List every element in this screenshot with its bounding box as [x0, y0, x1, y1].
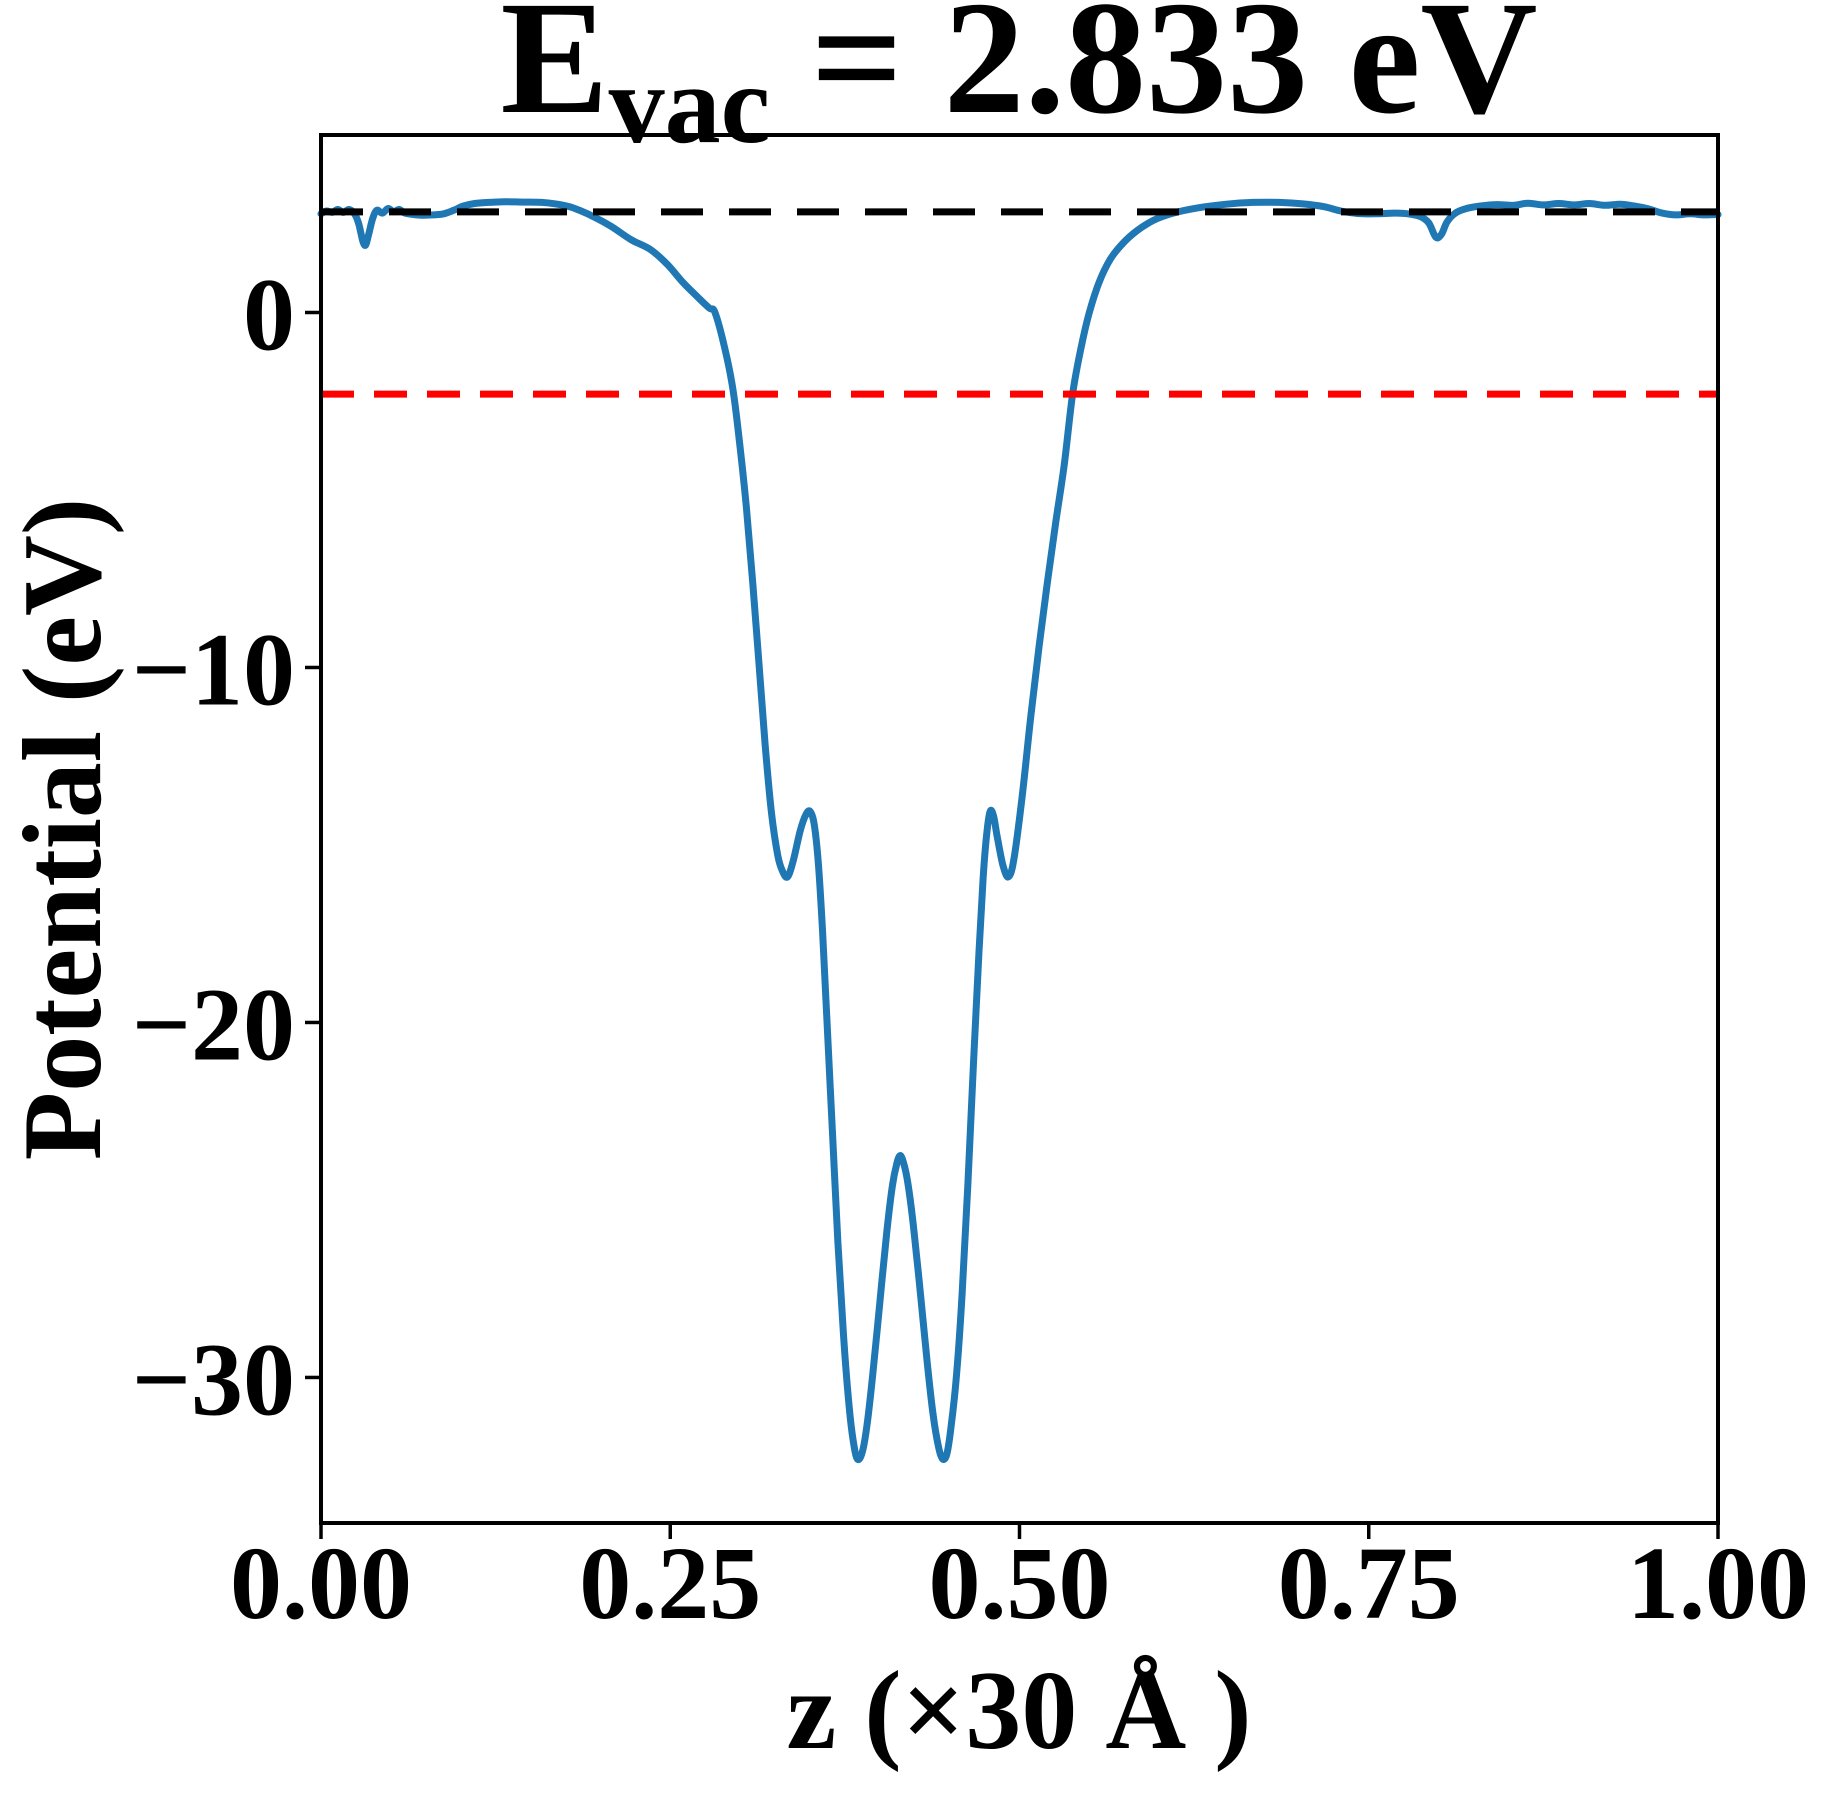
x-tick-label: 0.75 — [1278, 1526, 1460, 1641]
y-tick-label: −20 — [132, 967, 295, 1082]
y-tick-label: −30 — [132, 1322, 295, 1437]
potential-curve — [317, 198, 1722, 1464]
plot-title: Evac = 2.833 eV — [501, 0, 1538, 167]
title-subscript: vac — [609, 43, 771, 167]
x-axis-label: z (×30 Å ) — [786, 1649, 1251, 1773]
y-tick-label: −10 — [132, 612, 295, 727]
title-rest: = 2.833 eV — [770, 0, 1537, 148]
y-axis-ticks — [305, 310, 321, 1380]
y-axis-tick-labels: 0 −10 −20 −30 — [132, 257, 295, 1437]
x-tick-label: 1.00 — [1627, 1526, 1809, 1641]
x-tick-label: 0.25 — [579, 1526, 761, 1641]
y-tick-label: 0 — [243, 257, 295, 372]
x-tick-label: 0.00 — [230, 1526, 412, 1641]
x-axis-ticks — [319, 1523, 1720, 1539]
y-axis-label: Potential (eV) — [1, 498, 125, 1160]
x-axis-tick-labels: 0.00 0.25 0.50 0.75 1.00 — [230, 1526, 1809, 1641]
title-symbol: E — [501, 0, 609, 148]
x-tick-label: 0.50 — [929, 1526, 1111, 1641]
